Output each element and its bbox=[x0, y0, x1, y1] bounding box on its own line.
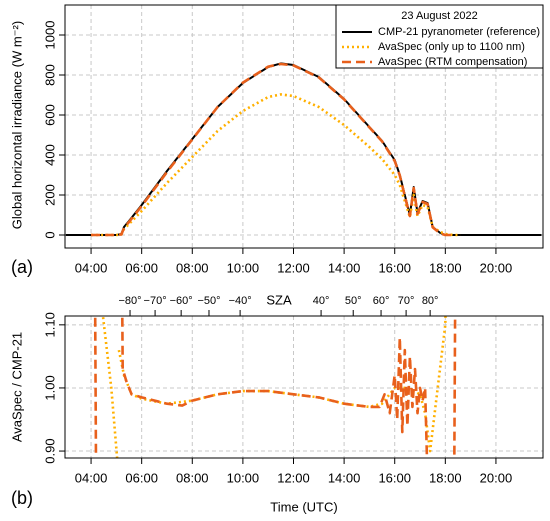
x-tick-label: 20:00 bbox=[480, 260, 513, 275]
x-tick-label: 16:00 bbox=[378, 470, 411, 485]
x2-tick-label: 40° bbox=[313, 295, 330, 307]
x-tick-label: 14:00 bbox=[328, 260, 361, 275]
x-tick-label: 18:00 bbox=[429, 470, 462, 485]
x-tick-label: 12:00 bbox=[277, 260, 310, 275]
x-tick-label: 04:00 bbox=[75, 470, 108, 485]
x2-tick-label: 50° bbox=[345, 295, 362, 307]
legend-entry: CMP-21 pyranometer (reference) bbox=[378, 26, 540, 38]
panel-label: (a) bbox=[11, 257, 33, 277]
x-tick-label: 10:00 bbox=[227, 470, 260, 485]
plot-frame bbox=[64, 315, 544, 459]
x-tick-label: 16:00 bbox=[378, 260, 411, 275]
x2-tick-label: −40° bbox=[229, 295, 252, 307]
y-tick-label: 400 bbox=[42, 144, 57, 166]
y-tick-label: 1.00 bbox=[42, 375, 57, 400]
x-tick-label: 20:00 bbox=[480, 470, 513, 485]
data-line bbox=[65, 62, 542, 236]
x2-axis-label: SZA bbox=[266, 292, 292, 307]
legend-entry: AvaSpec (only up to 1100 nm) bbox=[378, 41, 525, 53]
legend-title: 23 August 2022 bbox=[401, 10, 477, 22]
x2-tick-label: 80° bbox=[422, 295, 439, 307]
x-tick-label: 08:00 bbox=[176, 260, 209, 275]
x2-tick-label: −50° bbox=[197, 295, 220, 307]
x-tick-label: 06:00 bbox=[125, 470, 158, 485]
x-tick-label: 14:00 bbox=[328, 470, 361, 485]
y-tick-label: 200 bbox=[42, 184, 57, 206]
plot-frame bbox=[64, 4, 544, 249]
x2-tick-label: 60° bbox=[373, 295, 390, 307]
legend-box bbox=[335, 4, 544, 69]
x-tick-label: 06:00 bbox=[125, 260, 158, 275]
x-tick-label: 08:00 bbox=[176, 470, 209, 485]
series-group bbox=[65, 62, 542, 237]
y-tick-label: 1.10 bbox=[42, 312, 57, 337]
series-group bbox=[93, 316, 457, 458]
y-tick-label: 0 bbox=[42, 231, 57, 238]
x2-tick-label: −80° bbox=[119, 295, 142, 307]
y-tick-label: 600 bbox=[42, 104, 57, 126]
x2-tick-label: −70° bbox=[144, 295, 167, 307]
x-tick-label: 18:00 bbox=[429, 260, 462, 275]
panel-label: (b) bbox=[11, 488, 33, 508]
x-tick-label: 12:00 bbox=[277, 470, 310, 485]
x-axis-label: Time (UTC) bbox=[270, 499, 337, 514]
y-axis-label: AvaSpec / CMP-21 bbox=[9, 332, 24, 442]
legend-entry: AvaSpec (RTM compensation) bbox=[378, 56, 527, 68]
x-tick-label: 04:00 bbox=[75, 260, 108, 275]
y-tick-label: 800 bbox=[42, 64, 57, 86]
y-tick-label: 1000 bbox=[42, 21, 57, 50]
y-axis-label: Global horizontal irradiance (W m⁻²) bbox=[9, 21, 24, 229]
x2-tick-label: −60° bbox=[170, 295, 193, 307]
y-tick-label: 0.90 bbox=[42, 438, 57, 463]
x2-tick-label: 70° bbox=[398, 295, 415, 307]
data-line bbox=[93, 316, 457, 458]
data-line bbox=[91, 62, 453, 237]
x-tick-label: 10:00 bbox=[227, 260, 260, 275]
